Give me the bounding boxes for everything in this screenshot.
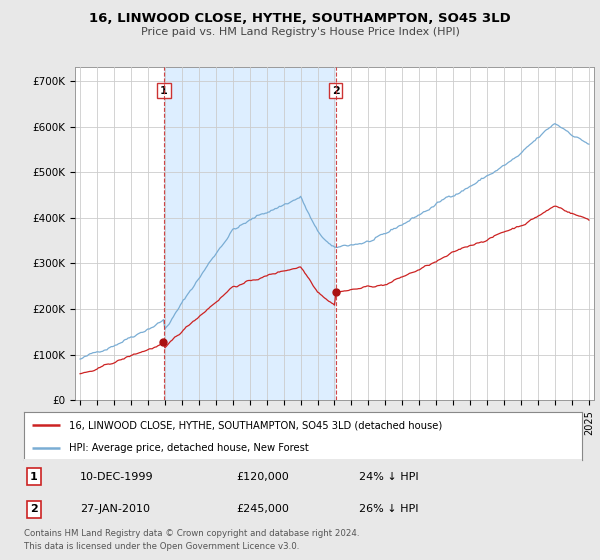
Text: 1: 1 [30,472,38,482]
Text: 16, LINWOOD CLOSE, HYTHE, SOUTHAMPTON, SO45 3LD: 16, LINWOOD CLOSE, HYTHE, SOUTHAMPTON, S… [89,12,511,25]
Text: 24% ↓ HPI: 24% ↓ HPI [359,472,418,482]
Text: 2: 2 [30,505,38,515]
Text: 27-JAN-2010: 27-JAN-2010 [80,505,150,515]
Text: Contains HM Land Registry data © Crown copyright and database right 2024.: Contains HM Land Registry data © Crown c… [24,529,359,538]
Text: £120,000: £120,000 [236,472,289,482]
Text: 16, LINWOOD CLOSE, HYTHE, SOUTHAMPTON, SO45 3LD (detached house): 16, LINWOOD CLOSE, HYTHE, SOUTHAMPTON, S… [68,420,442,430]
Text: £245,000: £245,000 [236,505,289,515]
Text: This data is licensed under the Open Government Licence v3.0.: This data is licensed under the Open Gov… [24,542,299,551]
Text: Price paid vs. HM Land Registry's House Price Index (HPI): Price paid vs. HM Land Registry's House … [140,27,460,37]
Text: 10-DEC-1999: 10-DEC-1999 [80,472,154,482]
Text: 1: 1 [160,86,168,96]
Text: HPI: Average price, detached house, New Forest: HPI: Average price, detached house, New … [68,443,308,453]
Bar [164,67,335,400]
Text: 26% ↓ HPI: 26% ↓ HPI [359,505,418,515]
Text: 2: 2 [332,86,340,96]
